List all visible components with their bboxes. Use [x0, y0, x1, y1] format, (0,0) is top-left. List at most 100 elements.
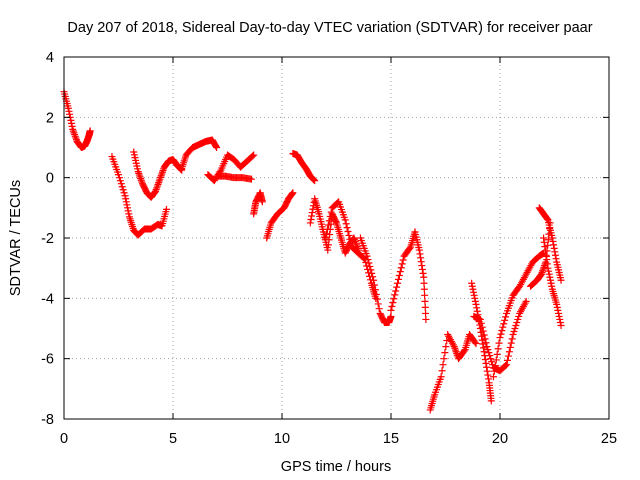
data-point-marker: [508, 335, 516, 343]
y-axis-ticks: -8 -6 -4 -2 0 2 4: [41, 50, 609, 428]
data-point-marker: [325, 217, 333, 225]
data-point-marker: [249, 152, 257, 160]
data-point-marker: [324, 221, 332, 229]
data-point-marker: [483, 367, 491, 375]
data-point-marker: [159, 167, 167, 175]
data-point-marker: [67, 119, 75, 127]
data-point-marker: [156, 175, 164, 183]
data-point-marker: [483, 363, 491, 371]
data-point-marker: [347, 239, 355, 247]
data-point-marker: [415, 246, 423, 254]
data-point-marker: [551, 248, 559, 256]
data-point-marker: [420, 285, 428, 293]
data-point-marker: [543, 256, 551, 264]
data-point-marker: [417, 254, 425, 262]
data-point-marker: [548, 282, 556, 290]
data-point-marker: [491, 362, 499, 370]
data-point-marker: [352, 241, 360, 249]
data-point-marker: [481, 356, 489, 364]
data-point-marker: [370, 276, 378, 284]
data-point-marker: [258, 198, 266, 206]
x-axis-label: GPS time / hours: [281, 459, 391, 475]
data-point-marker: [341, 216, 349, 224]
data-point-marker: [486, 352, 494, 360]
data-point-marker: [420, 279, 428, 287]
data-point-marker: [478, 323, 486, 331]
data-point-marker: [546, 273, 554, 281]
data-point-marker: [420, 273, 428, 281]
data-point-marker: [396, 268, 404, 276]
y-tick-label: -2: [41, 231, 54, 247]
data-point-marker: [115, 171, 122, 179]
data-point-marker: [247, 175, 255, 183]
data-point-marker: [124, 204, 132, 212]
data-point-marker: [397, 264, 405, 272]
data-point-marker: [366, 262, 374, 270]
data-point-marker: [538, 268, 546, 276]
data-point-marker: [422, 309, 430, 317]
data-point-marker: [472, 340, 480, 348]
data-point-marker: [476, 315, 484, 323]
data-point-marker: [364, 256, 372, 264]
data-point-marker: [324, 241, 332, 249]
data-point-marker: [493, 350, 501, 358]
data-point-marker: [416, 250, 424, 258]
data-point-marker: [482, 359, 490, 367]
data-point-marker: [477, 319, 485, 327]
data-point-marker: [157, 173, 165, 181]
data-point-marker: [86, 127, 94, 135]
data-point-marker: [394, 275, 402, 283]
data-point-marker: [437, 373, 445, 381]
data-point-marker: [449, 341, 457, 349]
data-point-marker: [472, 300, 480, 308]
data-point-marker: [468, 279, 476, 287]
data-point-marker: [157, 172, 165, 180]
data-point-marker: [471, 338, 479, 346]
x-tick-label: 10: [274, 431, 290, 447]
data-point-marker: [152, 187, 160, 195]
data-point-marker: [487, 397, 495, 405]
data-point-marker: [470, 288, 478, 296]
data-point-marker: [350, 234, 358, 242]
data-point-marker: [488, 358, 496, 366]
data-point-marker: [545, 270, 553, 278]
data-point-marker: [345, 231, 353, 239]
data-point-marker: [418, 262, 426, 270]
data-point-marker: [389, 299, 397, 307]
data-point-marker: [541, 247, 549, 255]
grid-lines: [64, 57, 609, 419]
data-point-marker: [153, 184, 161, 192]
data-point-marker: [484, 371, 492, 379]
data-point-marker: [514, 315, 522, 323]
data-point-marker: [497, 330, 505, 338]
data-point-marker: [369, 273, 377, 281]
data-point-marker: [484, 346, 492, 354]
data-point-marker: [479, 340, 487, 348]
data-point-marker: [495, 339, 503, 347]
data-point-marker: [480, 331, 488, 339]
data-point-marker: [489, 373, 497, 381]
data-point-marker: [137, 175, 145, 183]
data-point-marker: [500, 320, 508, 328]
data-point-marker: [450, 343, 458, 351]
data-point-marker: [469, 285, 477, 293]
data-point-marker: [540, 238, 548, 246]
data-point-marker: [542, 251, 550, 259]
y-tick-label: 4: [46, 50, 54, 66]
data-point-marker: [510, 328, 518, 336]
data-point-marker: [289, 189, 297, 197]
data-point-marker: [522, 297, 530, 305]
data-point-marker: [391, 291, 399, 299]
data-point-marker: [551, 251, 559, 259]
data-point-marker: [550, 241, 558, 249]
data-point-marker: [544, 264, 552, 272]
data-point-marker: [134, 168, 142, 176]
data-point-marker: [343, 224, 351, 232]
data-point-marker: [555, 309, 563, 317]
data-point-marker: [387, 312, 395, 320]
data-point-marker: [496, 334, 504, 342]
data-point-marker: [308, 212, 316, 220]
data-point-marker: [72, 134, 80, 142]
data-point-marker: [471, 297, 479, 305]
